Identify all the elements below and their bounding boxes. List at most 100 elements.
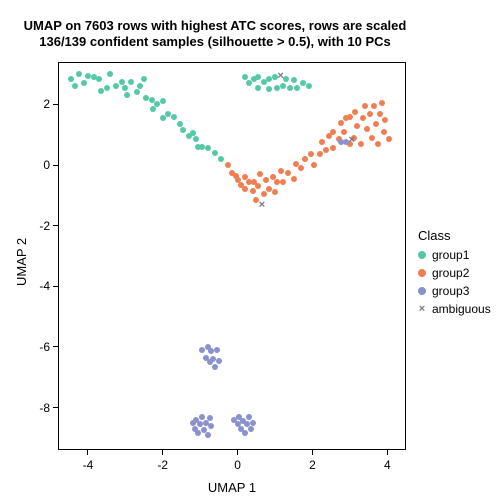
data-point xyxy=(72,83,78,89)
data-point xyxy=(306,83,312,89)
y-tick-label: -8 xyxy=(30,401,50,415)
data-point xyxy=(199,414,205,420)
legend-swatch xyxy=(418,251,426,259)
data-point xyxy=(317,151,323,157)
data-point xyxy=(246,414,252,420)
plot-area xyxy=(58,62,406,450)
legend-swatch xyxy=(418,287,426,295)
data-point xyxy=(216,358,222,364)
data-point xyxy=(360,115,366,121)
data-point xyxy=(137,83,143,89)
data-point xyxy=(212,150,218,156)
data-point xyxy=(205,145,211,151)
data-point xyxy=(382,117,388,123)
data-point xyxy=(261,191,267,197)
legend-title: Class xyxy=(418,228,451,243)
data-point xyxy=(263,177,269,183)
data-point xyxy=(311,162,317,168)
x-tick xyxy=(162,450,163,455)
data-point xyxy=(302,156,308,162)
legend-swatch xyxy=(418,269,426,277)
x-tick-label: -2 xyxy=(157,458,168,472)
data-point xyxy=(122,85,128,91)
y-tick-label: 0 xyxy=(30,158,50,172)
title-line-2: 136/139 confident samples (silhouette > … xyxy=(0,34,430,50)
data-point xyxy=(134,89,140,95)
legend-swatch: × xyxy=(418,304,426,315)
y-tick xyxy=(53,165,58,166)
data-point xyxy=(81,80,87,86)
data-point xyxy=(319,139,325,145)
data-point xyxy=(124,92,130,98)
legend-item-ambiguous: ×ambiguous xyxy=(418,302,491,316)
data-point xyxy=(364,126,370,132)
y-axis-label: UMAP 2 xyxy=(14,238,29,286)
legend-item-group1: group1 xyxy=(418,248,469,262)
legend-label: group3 xyxy=(432,284,469,298)
data-point xyxy=(280,83,286,89)
data-point xyxy=(352,109,358,115)
data-point xyxy=(308,151,314,157)
data-point xyxy=(248,426,254,432)
data-point xyxy=(212,364,218,370)
x-tick-label: 2 xyxy=(309,458,316,472)
data-point xyxy=(113,83,119,89)
data-point xyxy=(255,85,261,91)
legend-item-group3: group3 xyxy=(418,284,469,298)
data-point xyxy=(193,136,199,142)
data-point xyxy=(379,100,385,106)
data-point xyxy=(367,111,373,117)
data-point xyxy=(119,79,125,85)
y-tick xyxy=(53,104,58,105)
data-point-ambiguous: × xyxy=(349,135,355,146)
data-point xyxy=(207,415,213,421)
data-point-ambiguous: × xyxy=(259,200,265,211)
x-tick xyxy=(87,450,88,455)
data-point xyxy=(278,168,284,174)
data-point xyxy=(160,98,166,104)
data-point xyxy=(371,103,377,109)
data-point xyxy=(180,127,186,133)
x-tick xyxy=(312,450,313,455)
chart-title: UMAP on 7603 rows with highest ATC score… xyxy=(0,18,430,51)
data-point xyxy=(246,80,252,86)
chart-root: UMAP on 7603 rows with highest ATC score… xyxy=(0,0,504,504)
data-point xyxy=(386,136,392,142)
data-point xyxy=(266,86,272,92)
x-tick xyxy=(237,450,238,455)
data-point xyxy=(358,141,364,147)
data-point xyxy=(341,129,347,135)
data-point xyxy=(369,135,375,141)
y-tick-label: 2 xyxy=(30,97,50,111)
data-point xyxy=(171,114,177,120)
data-point xyxy=(347,114,353,120)
data-point xyxy=(323,147,329,153)
data-point xyxy=(294,85,300,91)
data-point-ambiguous: × xyxy=(277,71,283,82)
data-point xyxy=(250,188,256,194)
legend-item-group2: group2 xyxy=(418,266,469,280)
data-point xyxy=(218,156,224,162)
data-point xyxy=(257,171,263,177)
data-point xyxy=(190,130,196,136)
data-point xyxy=(104,85,110,91)
data-point xyxy=(208,423,214,429)
data-point xyxy=(375,141,381,147)
data-point xyxy=(214,347,220,353)
x-tick-label: 0 xyxy=(234,458,241,472)
data-point xyxy=(362,103,368,109)
data-point xyxy=(76,71,82,77)
data-point xyxy=(205,432,211,438)
data-point xyxy=(107,71,113,77)
y-tick-label: -2 xyxy=(30,219,50,233)
y-tick-label: -4 xyxy=(30,279,50,293)
y-tick xyxy=(53,346,58,347)
data-point xyxy=(96,76,102,82)
data-point xyxy=(242,186,248,192)
data-point xyxy=(377,111,383,117)
data-point xyxy=(272,189,278,195)
data-point xyxy=(255,183,261,189)
data-point xyxy=(225,162,231,168)
legend-label: group1 xyxy=(432,248,469,262)
data-point xyxy=(160,115,166,121)
